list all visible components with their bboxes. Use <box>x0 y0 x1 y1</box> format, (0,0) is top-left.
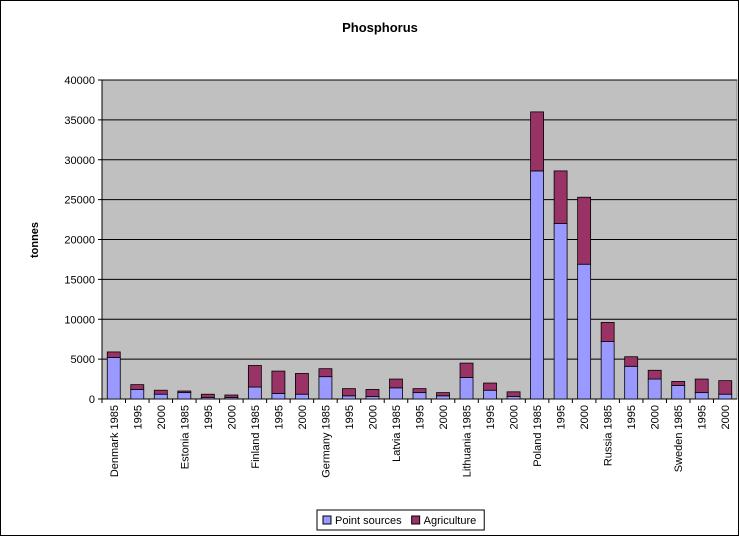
x-tick-label: Sweden 1985 <box>673 405 685 472</box>
y-tick-label: 40000 <box>64 75 95 87</box>
bar-segment <box>389 378 403 389</box>
x-tick-label: Denmark 1985 <box>109 405 121 477</box>
legend-label: Point sources <box>335 515 402 527</box>
bar-segment <box>600 341 615 400</box>
x-tick-label: Finland 1985 <box>250 405 262 469</box>
bar-segment <box>271 370 286 394</box>
bar-segment <box>506 391 521 398</box>
x-tick-label: 2000 <box>226 405 238 429</box>
legend-box <box>316 509 485 531</box>
y-tick-label: 10000 <box>64 314 95 326</box>
bar-segment <box>224 394 239 398</box>
bar-segment <box>130 389 145 400</box>
legend-swatch <box>411 515 421 525</box>
y-tick-label: 25000 <box>64 195 95 207</box>
x-tick-label: Russia 1985 <box>603 405 615 466</box>
bar-segment <box>459 362 474 378</box>
bar-segment <box>106 357 121 400</box>
bar-segment <box>577 263 592 400</box>
bar-segment <box>412 392 427 400</box>
bar-segment <box>436 395 450 400</box>
bar-segment <box>718 393 733 400</box>
legend: Point sources Agriculture <box>316 509 485 531</box>
bar-segment <box>553 170 568 224</box>
bar-segment <box>624 356 639 367</box>
y-tick-label: 5000 <box>71 354 95 366</box>
x-tick-label: 2000 <box>509 405 521 429</box>
x-tick-label: 2000 <box>367 405 379 429</box>
y-axis-label: tonnes <box>29 222 41 258</box>
y-tick-label: 15000 <box>64 274 95 286</box>
bar-segment <box>130 384 145 390</box>
bar-segment <box>694 378 709 394</box>
chart-title: Phosphorus <box>342 20 418 35</box>
x-tick-label: 1995 <box>203 405 215 429</box>
bar-segment <box>694 392 709 400</box>
bar-segment <box>153 393 168 400</box>
bar-segment <box>647 369 662 380</box>
bar-segment <box>247 365 262 388</box>
bar-segment <box>106 351 121 358</box>
y-tick-label: 20000 <box>64 235 95 247</box>
bar-segment <box>200 393 215 398</box>
bar-segment <box>342 388 356 397</box>
x-tick-label: 1995 <box>415 405 427 429</box>
bar-segment <box>483 382 497 391</box>
bar-segment <box>177 390 192 394</box>
bar-segment <box>718 380 733 395</box>
x-tick-label: 1995 <box>273 405 285 429</box>
x-tick-label: Germany 1985 <box>320 405 332 478</box>
bar-segment <box>342 395 356 400</box>
bar-segment <box>671 381 686 386</box>
x-tick-label: Lithuania 1985 <box>462 405 474 477</box>
x-tick-label: Poland 1985 <box>532 405 544 467</box>
y-tick-label: 0 <box>89 394 95 406</box>
y-tick-label: 35000 <box>64 115 95 127</box>
legend-label: Agriculture <box>424 515 477 527</box>
x-tick-label: 1995 <box>626 405 638 429</box>
x-tick-label: 2000 <box>720 405 732 429</box>
legend-swatch <box>322 515 332 525</box>
x-tick-label: 2000 <box>438 405 450 429</box>
bar-segment <box>318 376 333 400</box>
x-tick-label: 1995 <box>556 405 568 429</box>
bar-segment <box>530 170 544 400</box>
bar-segment <box>553 223 568 400</box>
bar-segment <box>459 377 474 400</box>
bar-segment <box>247 386 262 400</box>
bar-segment <box>412 388 427 394</box>
bar-segment <box>577 196 592 265</box>
x-tick-label: 1995 <box>132 405 144 429</box>
bar-segment <box>436 392 450 397</box>
bar-segment <box>295 393 309 400</box>
bar-segment <box>530 111 544 172</box>
x-tick-label: 1995 <box>485 405 497 429</box>
bar-segment <box>177 392 192 400</box>
y-tick-label: 30000 <box>64 155 95 167</box>
bar-segment <box>295 373 309 395</box>
x-tick-label: Estonia 1985 <box>179 405 191 469</box>
bar-segment <box>271 393 286 400</box>
bar-segment <box>389 387 403 400</box>
bar-segment <box>624 365 639 400</box>
x-tick-label: 2000 <box>579 405 591 429</box>
x-tick-label: Latvia 1985 <box>391 405 403 462</box>
bar-segment <box>318 368 333 378</box>
bar-segment <box>600 322 615 342</box>
bar-segment <box>647 378 662 400</box>
x-tick-label: 2000 <box>297 405 309 429</box>
bar-segment <box>153 389 168 395</box>
x-tick-label: 2000 <box>650 405 662 429</box>
bar-segment <box>365 389 380 398</box>
x-tick-label: 1995 <box>697 405 709 429</box>
bar-segment <box>483 389 497 400</box>
x-tick-label: 2000 <box>156 405 168 429</box>
x-tick-label: 1995 <box>344 405 356 429</box>
bar-segment <box>671 385 686 400</box>
